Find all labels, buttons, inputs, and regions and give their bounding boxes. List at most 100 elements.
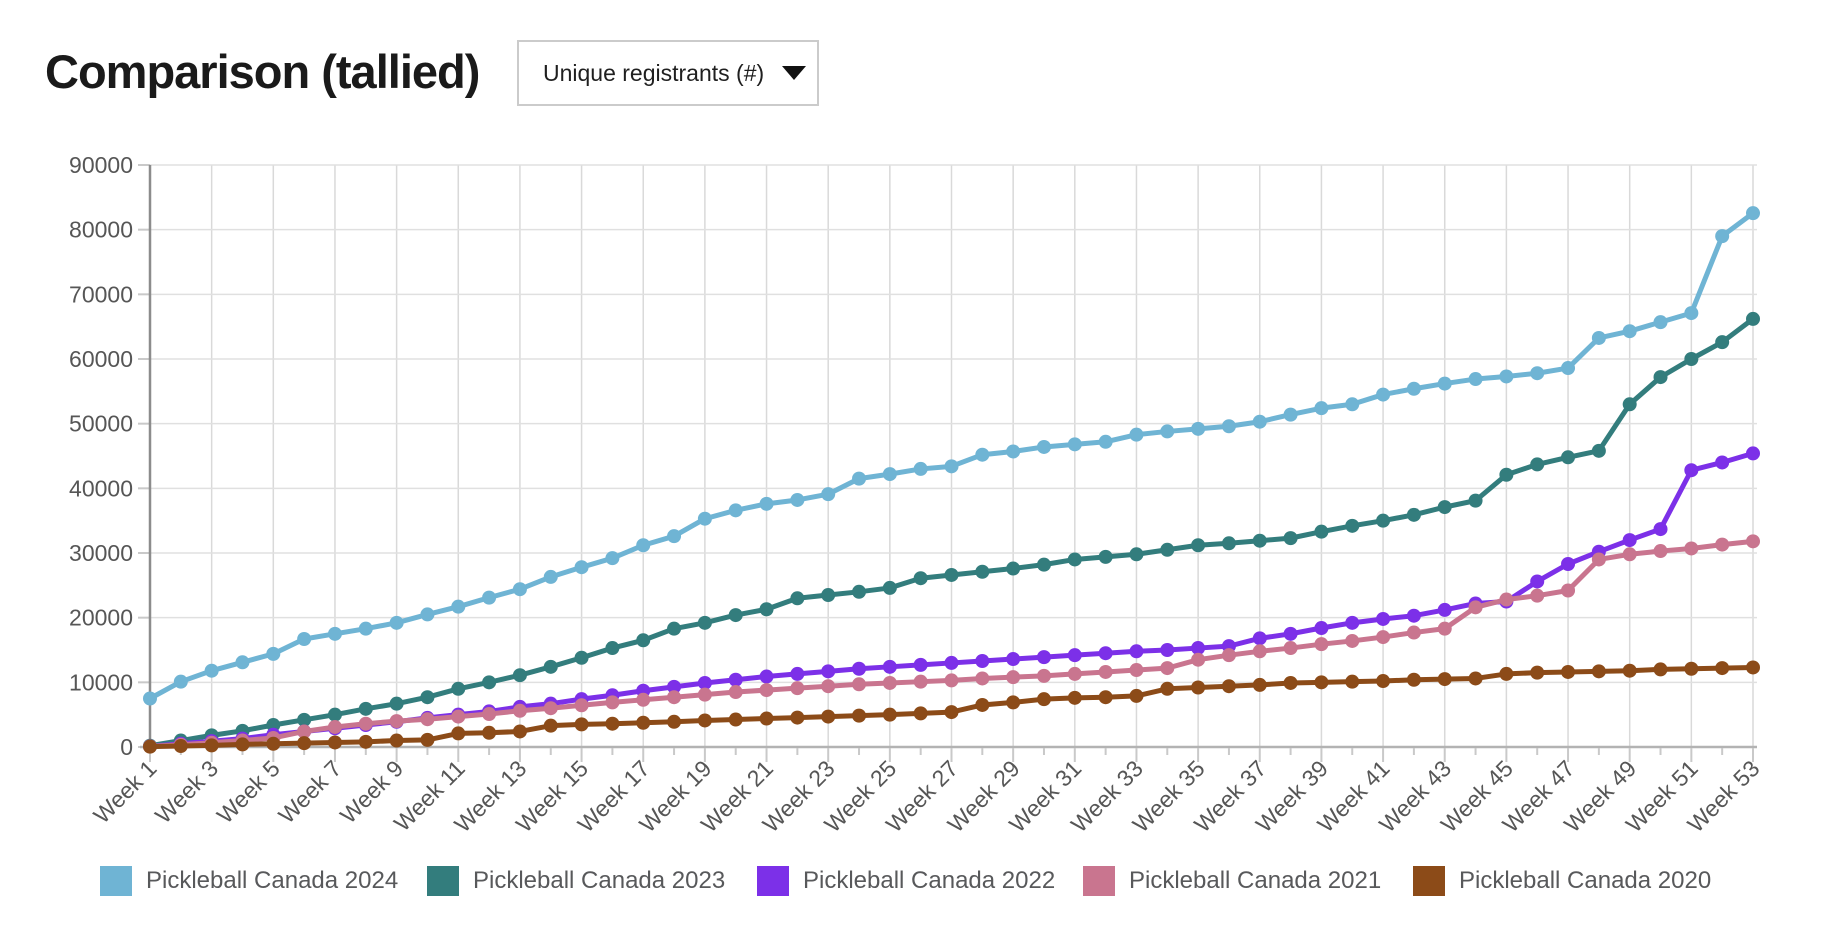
data-point [759,496,774,511]
legend-item-pickleball-canada-2024[interactable]: Pickleball Canada 2024 [100,866,398,896]
x-axis-label: Week 3 [150,755,223,828]
data-point [1067,648,1082,663]
legend-item-pickleball-canada-2020[interactable]: Pickleball Canada 2020 [1413,866,1711,896]
data-point [389,696,404,711]
data-point [1746,534,1760,549]
data-point [1684,661,1699,676]
data-point [913,706,928,721]
data-point [728,672,743,687]
data-point [574,560,589,575]
data-point [297,724,312,739]
data-point [1406,625,1421,640]
data-point [1406,672,1421,687]
caret-down-icon [782,66,807,80]
data-point [1191,421,1206,436]
data-point [1530,457,1545,472]
data-point [420,690,435,705]
legend-item-pickleball-canada-2023[interactable]: Pickleball Canada 2023 [427,866,725,896]
data-point [882,580,897,595]
series-pickleball-canada-2020 [143,660,1760,754]
data-point [1006,444,1021,459]
legend-item-pickleball-canada-2022[interactable]: Pickleball Canada 2022 [757,866,1055,896]
data-point [1715,455,1730,470]
data-point [1314,401,1329,416]
data-point [327,707,342,722]
data-point [543,569,558,584]
data-point [1283,531,1298,546]
data-point [1160,643,1175,657]
data-point [1684,541,1699,556]
data-point [759,683,774,698]
data-point [1129,663,1144,678]
data-point [1098,646,1113,661]
data-point [790,681,805,696]
data-point [1221,679,1236,694]
data-point [1221,648,1236,663]
legend-swatch-pickleball-canada-2021 [1083,866,1115,896]
data-point [1006,670,1021,685]
data-point [852,677,867,692]
data-point [759,669,774,684]
data-point [358,716,373,731]
data-point [1406,507,1421,522]
data-point [512,582,527,597]
data-point [327,735,342,750]
legend-label: Pickleball Canada 2020 [1459,867,1712,894]
data-point [852,471,867,486]
data-point [975,671,990,686]
data-point [1314,675,1329,690]
data-point [1437,621,1452,636]
data-point [1530,588,1545,603]
data-point [1252,631,1267,646]
data-point [667,621,682,636]
data-point [790,666,805,681]
data-point [266,718,281,733]
legend-swatch-pickleball-canada-2023 [427,866,459,896]
data-point [1591,552,1606,567]
data-point [1406,381,1421,396]
data-point [1653,315,1668,330]
data-point [1468,372,1483,387]
data-point [1591,443,1606,458]
series-pickleball-canada-2024 [143,206,1760,706]
data-point [1098,690,1113,705]
data-point [512,668,527,683]
metric-dropdown[interactable]: Unique registrants (#) [517,40,819,106]
data-point [913,657,928,672]
data-point [1684,463,1699,478]
data-point [821,588,836,603]
data-point [1160,424,1175,439]
data-point [512,724,527,739]
data-point [1437,500,1452,515]
data-point [975,447,990,462]
data-point [1283,407,1298,422]
data-point [697,675,712,690]
data-point [1283,626,1298,641]
data-point [944,705,959,720]
data-point [1252,677,1267,692]
data-point [143,691,157,706]
data-point [944,567,959,582]
data-point [944,459,959,474]
data-point [1376,674,1391,689]
data-point [636,692,651,707]
y-axis-label: 60000 [69,346,133,372]
data-point [1376,387,1391,402]
data-point [1283,641,1298,656]
data-point [605,551,620,566]
data-point [1036,668,1051,683]
data-point [913,571,928,586]
x-axis-label: Week 7 [273,755,346,828]
data-point [1622,324,1637,339]
data-point [1129,644,1144,659]
data-point [605,641,620,656]
data-point [1437,672,1452,687]
legend-item-pickleball-canada-2021[interactable]: Pickleball Canada 2021 [1083,866,1381,896]
x-axis-label: Week 5 [212,755,285,828]
data-point [1468,493,1483,508]
data-point [327,719,342,734]
data-point [1098,434,1113,449]
legend-swatch-pickleball-canada-2024 [100,866,132,896]
data-point [204,738,219,753]
